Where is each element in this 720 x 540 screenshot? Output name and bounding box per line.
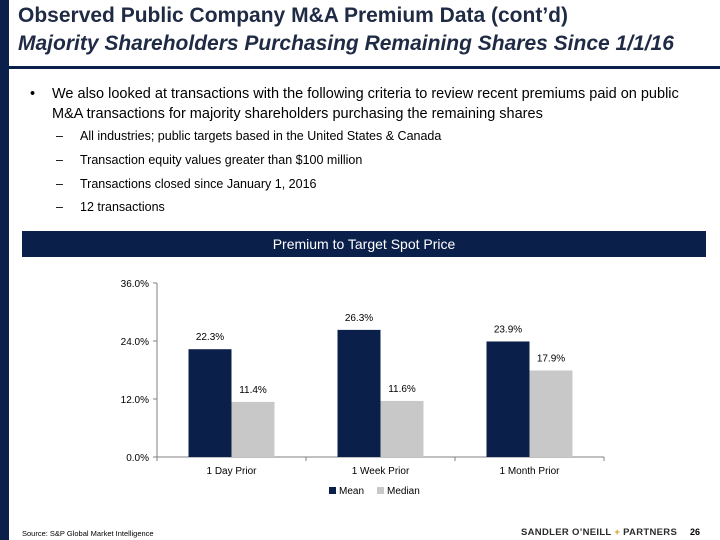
subbullet-item: – Transaction equity values greater than …	[56, 152, 362, 168]
dash-glyph: –	[56, 177, 63, 191]
company-logo: SANDLER O’NEILL + PARTNERS	[521, 527, 677, 538]
x-tick-label: 1 Week Prior	[352, 466, 410, 477]
dash-glyph: –	[56, 129, 63, 143]
legend-swatch-median	[377, 487, 384, 494]
bar-median	[231, 401, 275, 457]
chart-title: Premium to Target Spot Price	[22, 231, 706, 257]
y-tick-label: 12.0%	[121, 395, 149, 406]
page-number: 26	[690, 527, 701, 537]
page-title: Observed Public Company M&A Premium Data…	[18, 4, 568, 27]
subbullet-text: Transactions closed since January 1, 201…	[80, 177, 317, 191]
data-label: 11.4%	[239, 385, 267, 396]
left-accent-bar	[0, 0, 9, 540]
title-divider	[9, 66, 720, 69]
subbullet-text: All industries; public targets based in …	[80, 129, 442, 143]
dash-glyph: –	[56, 200, 63, 214]
page-subtitle: Majority Shareholders Purchasing Remaini…	[18, 32, 674, 55]
bar-median	[529, 370, 573, 457]
subbullet-item: – 12 transactions	[56, 199, 165, 215]
y-tick-label: 24.0%	[121, 337, 149, 348]
data-label: 22.3%	[196, 332, 224, 343]
title-block: Observed Public Company M&A Premium Data…	[18, 2, 674, 58]
bullet-text: We also looked at transactions with the …	[52, 86, 679, 122]
bar-mean	[188, 349, 232, 457]
data-label: 11.6%	[388, 384, 416, 395]
logo-plus: +	[614, 527, 621, 538]
bar-mean	[337, 329, 381, 457]
legend-label-median: Median	[387, 486, 420, 497]
bullet-item: • We also looked at transactions with th…	[30, 84, 710, 124]
data-label: 17.9%	[537, 353, 565, 364]
x-tick-label: 1 Month Prior	[499, 466, 560, 477]
dash-glyph: –	[56, 153, 63, 167]
y-tick-label: 36.0%	[121, 279, 149, 290]
data-label: 26.3%	[345, 313, 373, 324]
y-tick-label: 0.0%	[126, 453, 149, 464]
logo-text-part2: PARTNERS	[623, 527, 678, 538]
subbullet-text: 12 transactions	[80, 200, 165, 214]
bar-median	[380, 400, 424, 457]
source-note: Source: S&P Global Market Intelligence	[22, 529, 154, 538]
logo-text-part1: SANDLER O’NEILL	[521, 527, 612, 538]
legend-swatch-mean	[329, 487, 336, 494]
data-label: 23.9%	[494, 324, 522, 335]
x-tick-label: 1 Day Prior	[206, 466, 257, 477]
subbullet-item: – Transactions closed since January 1, 20…	[56, 176, 316, 192]
legend-label-mean: Mean	[339, 486, 364, 497]
bullet-dot: •	[30, 86, 36, 102]
bar-mean	[486, 341, 530, 457]
subbullet-item: – All industries; public targets based in…	[56, 128, 441, 144]
subbullet-text: Transaction equity values greater than $…	[80, 153, 363, 167]
